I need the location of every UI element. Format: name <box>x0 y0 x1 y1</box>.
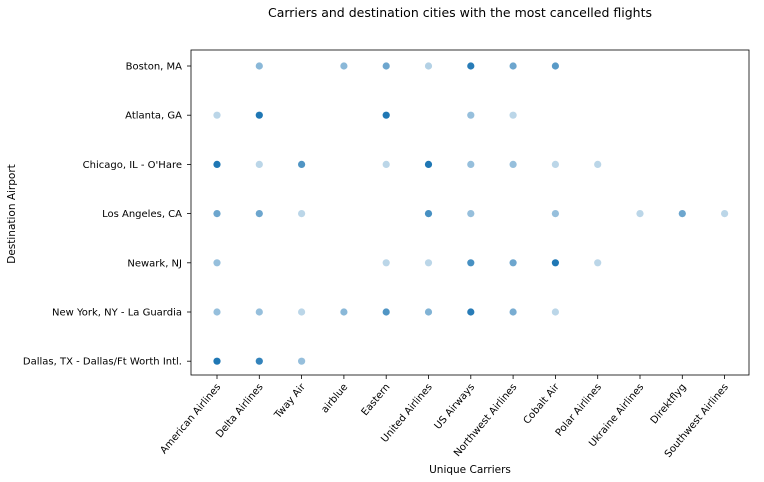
scatter-point <box>213 111 221 119</box>
scatter-point <box>467 160 475 168</box>
y-tick-label: Boston, MA <box>126 62 183 73</box>
scatter-point <box>213 259 221 267</box>
scatter-point <box>509 160 517 168</box>
scatter-point <box>255 160 263 168</box>
scatter-point <box>509 111 517 119</box>
y-axis-label: Destination Airport <box>6 164 18 264</box>
plot-frame <box>190 49 750 376</box>
scatter-point <box>551 62 560 70</box>
scatter-point <box>298 308 306 316</box>
scatter-point <box>424 160 433 168</box>
x-tick-label: Delta Airlines <box>214 382 265 440</box>
scatter-point <box>594 259 602 267</box>
scatter-point <box>255 308 263 316</box>
scatter-point <box>424 259 433 267</box>
scatter-point <box>551 259 560 267</box>
scatter-point <box>213 160 221 168</box>
scatter-point <box>467 62 475 70</box>
y-axis-ticks: Boston, MA Atlanta, GA Chicago, IL - O'Har… <box>23 62 191 368</box>
y-tick-label: Atlanta, GA <box>125 111 182 122</box>
scatter-point <box>509 259 517 267</box>
scatter-point <box>255 62 263 70</box>
scatter-point <box>551 308 560 316</box>
scatter-point <box>636 210 644 218</box>
scatter-point <box>382 160 390 168</box>
scatter-point <box>213 308 221 316</box>
scatter-point <box>509 62 517 70</box>
scatter-point <box>551 210 560 218</box>
scatter-point <box>255 210 263 218</box>
scatter-point <box>382 308 390 316</box>
scatter-point <box>594 160 602 168</box>
x-tick-label: Tway Air <box>272 381 308 421</box>
chart-title: Carriers and destination cities with the… <box>268 5 652 20</box>
scatter-point <box>255 111 263 119</box>
scatter-point <box>424 308 433 316</box>
scatter-point <box>382 62 390 70</box>
y-tick-label: Chicago, IL - O'Hare <box>83 160 182 171</box>
scatter-point <box>382 111 390 119</box>
scatter-point <box>298 210 306 218</box>
x-tick-label: US Airways <box>433 382 477 432</box>
scatter-point <box>678 210 686 218</box>
scatter-point <box>467 210 475 218</box>
scatter-point <box>467 111 475 119</box>
x-tick-label: Direktflyg <box>649 382 689 426</box>
plot-area <box>213 62 729 365</box>
scatter-point <box>551 160 560 168</box>
scatter-point <box>298 357 306 365</box>
scatter-point <box>340 62 348 70</box>
scatter-point <box>509 308 517 316</box>
x-tick-label: Cobalt Air <box>522 381 563 426</box>
y-tick-label: Dallas, TX - Dallas/Ft Worth Intl. <box>23 357 182 368</box>
scatter-point <box>340 308 348 316</box>
scatter-point <box>467 259 475 267</box>
x-tick-label: airblue <box>320 382 351 416</box>
scatter-point <box>213 210 221 218</box>
x-tick-label: Eastern <box>360 382 393 418</box>
scatter-point <box>382 259 390 267</box>
scatter-point <box>721 210 729 218</box>
x-axis-label: Unique Carriers <box>429 464 511 476</box>
scatter-point <box>298 160 306 168</box>
y-tick-label: New York, NY - La Guardia <box>52 308 182 319</box>
y-tick-label: Newark, NJ <box>127 258 182 269</box>
x-tick-label: American Airlines <box>158 382 223 456</box>
scatter-point <box>467 308 475 316</box>
scatter-point <box>424 62 433 70</box>
y-tick-label: Los Angeles, CA <box>102 209 182 220</box>
scatter-point <box>255 357 263 365</box>
scatter-point <box>213 357 221 365</box>
scatter-point <box>424 210 433 218</box>
